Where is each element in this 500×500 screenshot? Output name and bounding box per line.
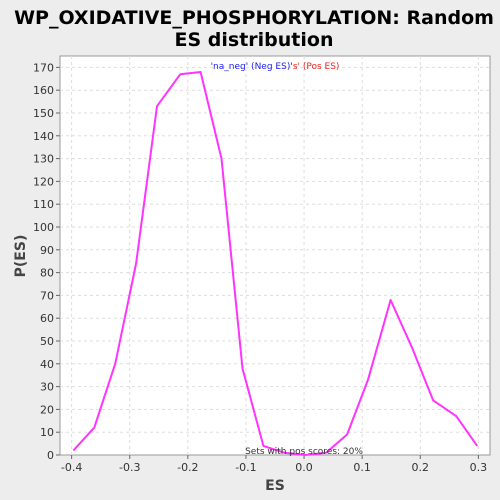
chart-title-line1: WP_OXIDATIVE_PHOSPHORYLATION: Random <box>14 7 494 29</box>
y-tick-label: 120 <box>33 175 54 188</box>
y-tick-label: 110 <box>33 198 54 211</box>
y-tick-label: 0 <box>47 449 54 462</box>
x-axis-label: ES <box>265 478 285 494</box>
y-tick-label: 140 <box>33 130 54 143</box>
chart-title-line2: ES distribution <box>175 29 334 51</box>
y-tick-label: 160 <box>33 84 54 97</box>
legend-part: ' <box>290 62 292 72</box>
y-axis-label: P(ES) <box>13 235 29 278</box>
x-axis: -0.4 -0.3 -0.2 -0.1 0.0 0.1 0.2 0.3 <box>61 455 487 474</box>
x-tick-label: 0.3 <box>470 461 488 474</box>
y-tick-label: 70 <box>40 289 54 302</box>
y-tick-label: 100 <box>33 221 54 234</box>
x-tick-label: 0.1 <box>353 461 371 474</box>
y-tick-label: 170 <box>33 61 54 74</box>
y-tick-label: 130 <box>33 153 54 166</box>
x-tick-label: -0.4 <box>61 461 82 474</box>
legend-part: 'na_neg' (Neg ES) <box>211 62 291 72</box>
grid-layer <box>60 56 490 455</box>
y-tick-label: 30 <box>40 381 54 394</box>
y-tick-label: 80 <box>40 267 54 280</box>
x-tick-label: -0.1 <box>235 461 256 474</box>
y-axis: 0 10 20 30 40 50 60 70 80 90 100 110 120 130 140 150 160… <box>33 61 60 462</box>
x-tick-label: 0.0 <box>295 461 313 474</box>
legend-part: s' (Pos ES) <box>293 62 340 72</box>
y-tick-label: 20 <box>40 403 54 416</box>
series-line <box>72 71 479 456</box>
y-tick-label: 50 <box>40 335 54 348</box>
y-tick-label: 90 <box>40 244 54 257</box>
y-tick-label: 60 <box>40 312 54 325</box>
x-tick-label: -0.3 <box>119 461 140 474</box>
series-layer <box>72 71 479 456</box>
legend: 'na_neg' (Neg ES)'s' (Pos ES) <box>211 62 340 72</box>
y-tick-label: 40 <box>40 358 54 371</box>
y-tick-label: 150 <box>33 107 54 120</box>
annotation-pos-scores: Sets with pos scores: 20% <box>245 447 363 457</box>
plot-area <box>59 55 491 456</box>
y-tick-label: 10 <box>40 426 54 439</box>
x-tick-label: -0.2 <box>177 461 198 474</box>
x-tick-label: 0.2 <box>412 461 430 474</box>
